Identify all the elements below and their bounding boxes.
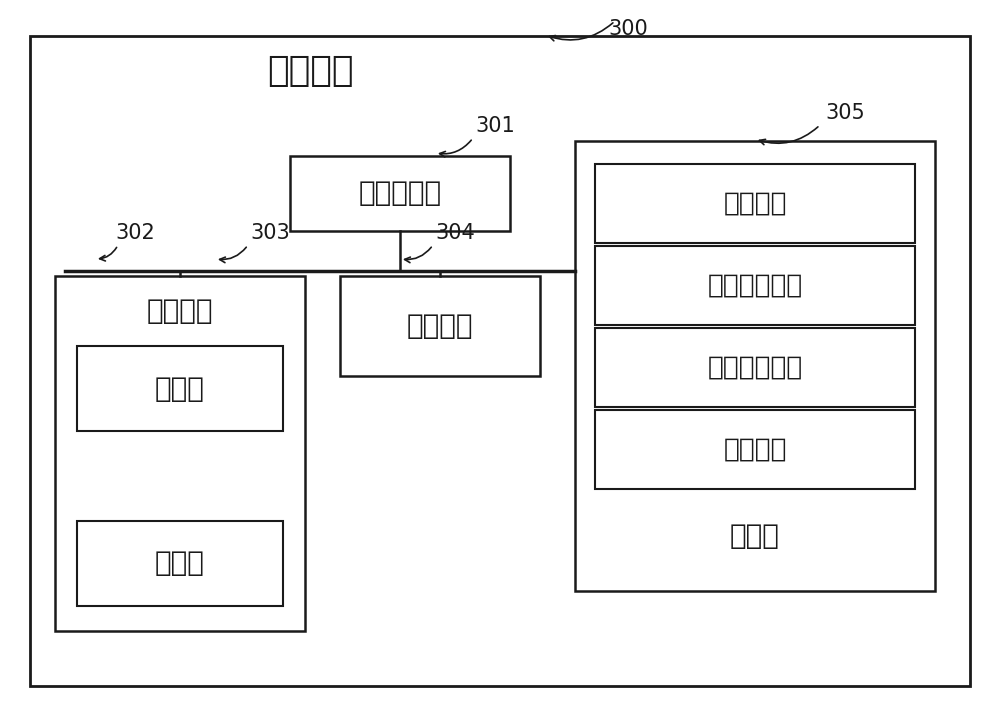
Bar bbox=[290, 156, 510, 231]
Text: 存储器: 存储器 bbox=[730, 522, 780, 550]
Text: 显示屏: 显示屏 bbox=[155, 549, 205, 578]
Text: 用户接口: 用户接口 bbox=[147, 297, 213, 325]
Text: 305: 305 bbox=[825, 103, 865, 123]
Bar bbox=[77, 346, 283, 431]
Text: 网络通信模块: 网络通信模块 bbox=[707, 273, 803, 298]
Text: 电子设备: 电子设备 bbox=[267, 54, 353, 88]
Text: 操作系统: 操作系统 bbox=[723, 190, 787, 216]
Bar bbox=[595, 410, 915, 489]
Text: 301: 301 bbox=[475, 116, 515, 136]
Text: 304: 304 bbox=[435, 223, 475, 243]
Bar bbox=[77, 521, 283, 606]
Text: 用户接口模块: 用户接口模块 bbox=[707, 355, 803, 381]
Text: 300: 300 bbox=[608, 19, 648, 39]
Bar bbox=[340, 276, 540, 376]
Bar bbox=[595, 328, 915, 407]
Text: 303: 303 bbox=[250, 223, 290, 243]
Text: 程序指令: 程序指令 bbox=[723, 436, 787, 462]
Bar bbox=[595, 164, 915, 243]
Bar bbox=[575, 141, 935, 591]
Text: 摄像头: 摄像头 bbox=[155, 374, 205, 402]
Text: 网络接口: 网络接口 bbox=[407, 312, 473, 340]
Bar bbox=[55, 276, 305, 631]
Text: 中央处理器: 中央处理器 bbox=[358, 180, 442, 208]
Bar bbox=[595, 246, 915, 325]
Text: 302: 302 bbox=[115, 223, 155, 243]
